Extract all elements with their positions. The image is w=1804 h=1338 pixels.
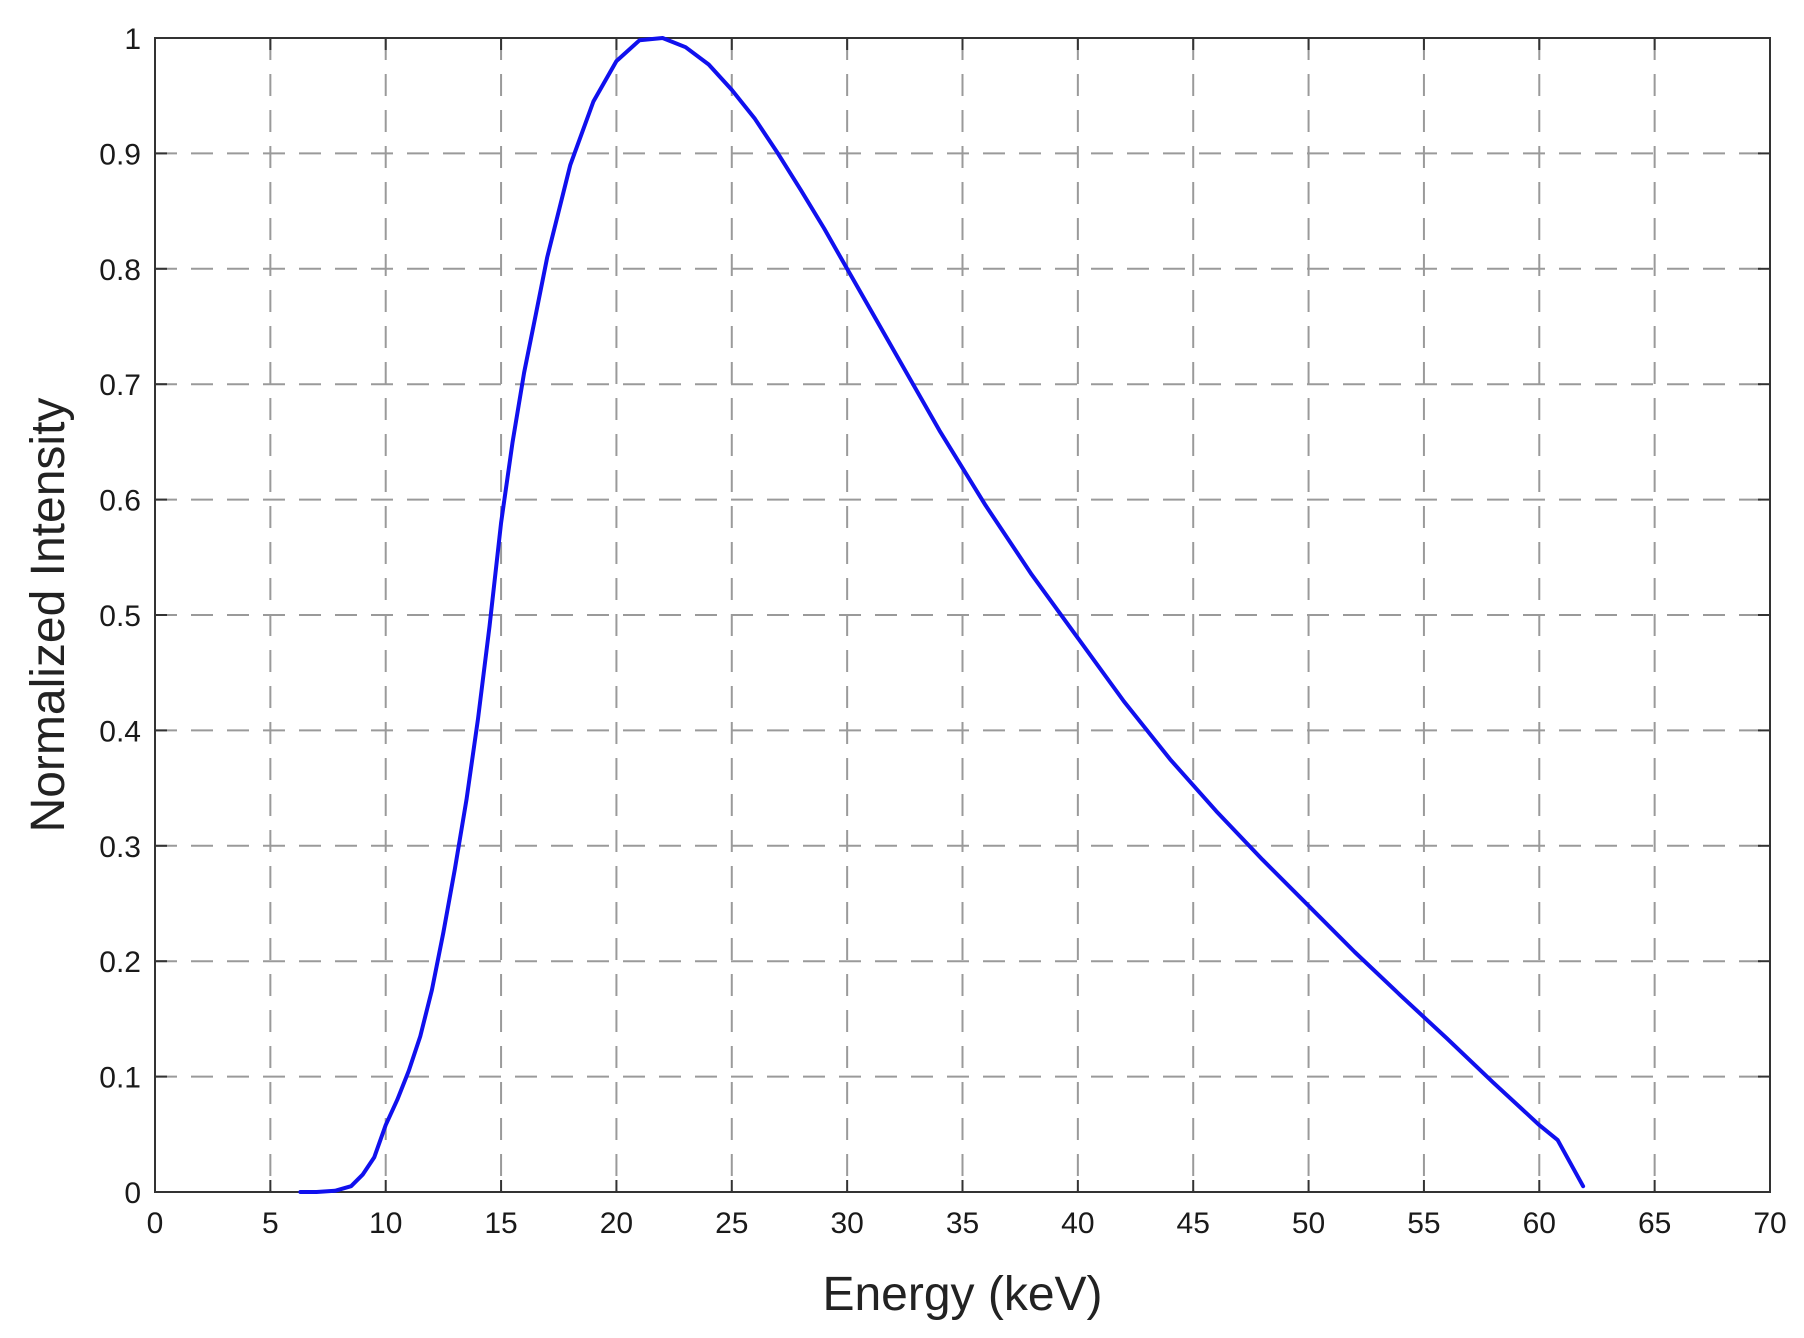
x-tick-label: 60: [1523, 1207, 1556, 1240]
y-tick-label: 0.5: [99, 600, 141, 633]
y-axis-title: Normalized Intensity: [22, 398, 75, 833]
x-tick-label: 15: [484, 1207, 517, 1240]
y-tick-label: 1: [124, 23, 141, 56]
x-axis-title: Energy (keV): [822, 1268, 1102, 1321]
series-layer: [298, 36, 1586, 1194]
y-tick-label: 0.6: [99, 485, 141, 518]
y-tick-label: 0.7: [99, 369, 141, 402]
y-tick-label: 0.9: [99, 138, 141, 171]
y-tick-label: 0.3: [99, 831, 141, 864]
tick-labels: 0 5 10 15 20 25 30 35 40 45 50 55 60 65 70 0 0.1 0.2 0.3 0.…: [99, 23, 1786, 1240]
axes: [154, 37, 1771, 1193]
x-tick-label: 10: [369, 1207, 402, 1240]
grid: [155, 38, 1770, 1192]
y-tick-label: 0: [124, 1177, 141, 1210]
y-tick-label: 0.8: [99, 254, 141, 287]
y-tick-label: 0.2: [99, 946, 141, 979]
x-tick-label: 25: [715, 1207, 748, 1240]
x-tick-label: 45: [1177, 1207, 1210, 1240]
x-tick-label: 5: [262, 1207, 279, 1240]
x-tick-label: 0: [147, 1207, 164, 1240]
x-tick-label: 35: [946, 1207, 979, 1240]
y-tick-label: 0.1: [99, 1062, 141, 1095]
x-tick-label: 65: [1638, 1207, 1671, 1240]
series-line: [298, 36, 1586, 1194]
x-tick-label: 40: [1061, 1207, 1094, 1240]
x-tick-label: 50: [1292, 1207, 1325, 1240]
x-tick-label: 70: [1753, 1207, 1786, 1240]
x-tick-label: 55: [1407, 1207, 1440, 1240]
x-tick-label: 20: [600, 1207, 633, 1240]
x-tick-label: 30: [830, 1207, 863, 1240]
y-tick-label: 0.4: [99, 715, 141, 748]
